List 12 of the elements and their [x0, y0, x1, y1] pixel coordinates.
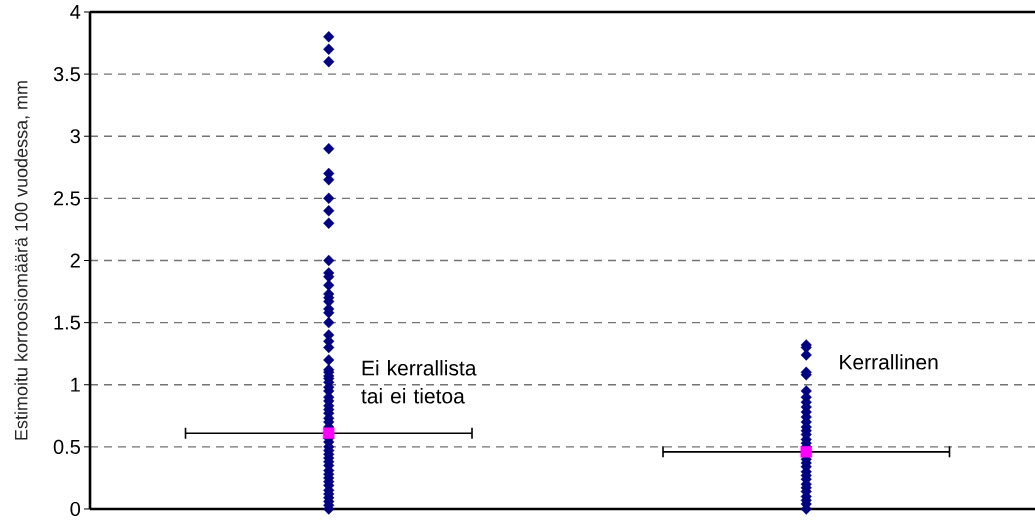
y-tick-label: 2 — [70, 253, 80, 268]
y-tick-label: 4 — [70, 5, 81, 19]
y-tick-label: 1.5 — [54, 315, 80, 330]
y-tick-label: 0.5 — [53, 439, 80, 454]
y-tick-label: 3 — [70, 129, 80, 144]
y-tick-label: 1 — [71, 377, 80, 392]
y-tick-label: 3.5 — [53, 67, 80, 82]
y-tick-label: 2.5 — [54, 191, 80, 206]
annotation: Ei kerrallista tai ei tietoa — [361, 360, 477, 404]
y-tick-label: 0 — [70, 501, 81, 517]
annotation: Kerrallinen — [840, 354, 938, 370]
y-axis-title: Estimoitu korroosiomäärä 100 vuodessa, mm — [14, 81, 30, 440]
